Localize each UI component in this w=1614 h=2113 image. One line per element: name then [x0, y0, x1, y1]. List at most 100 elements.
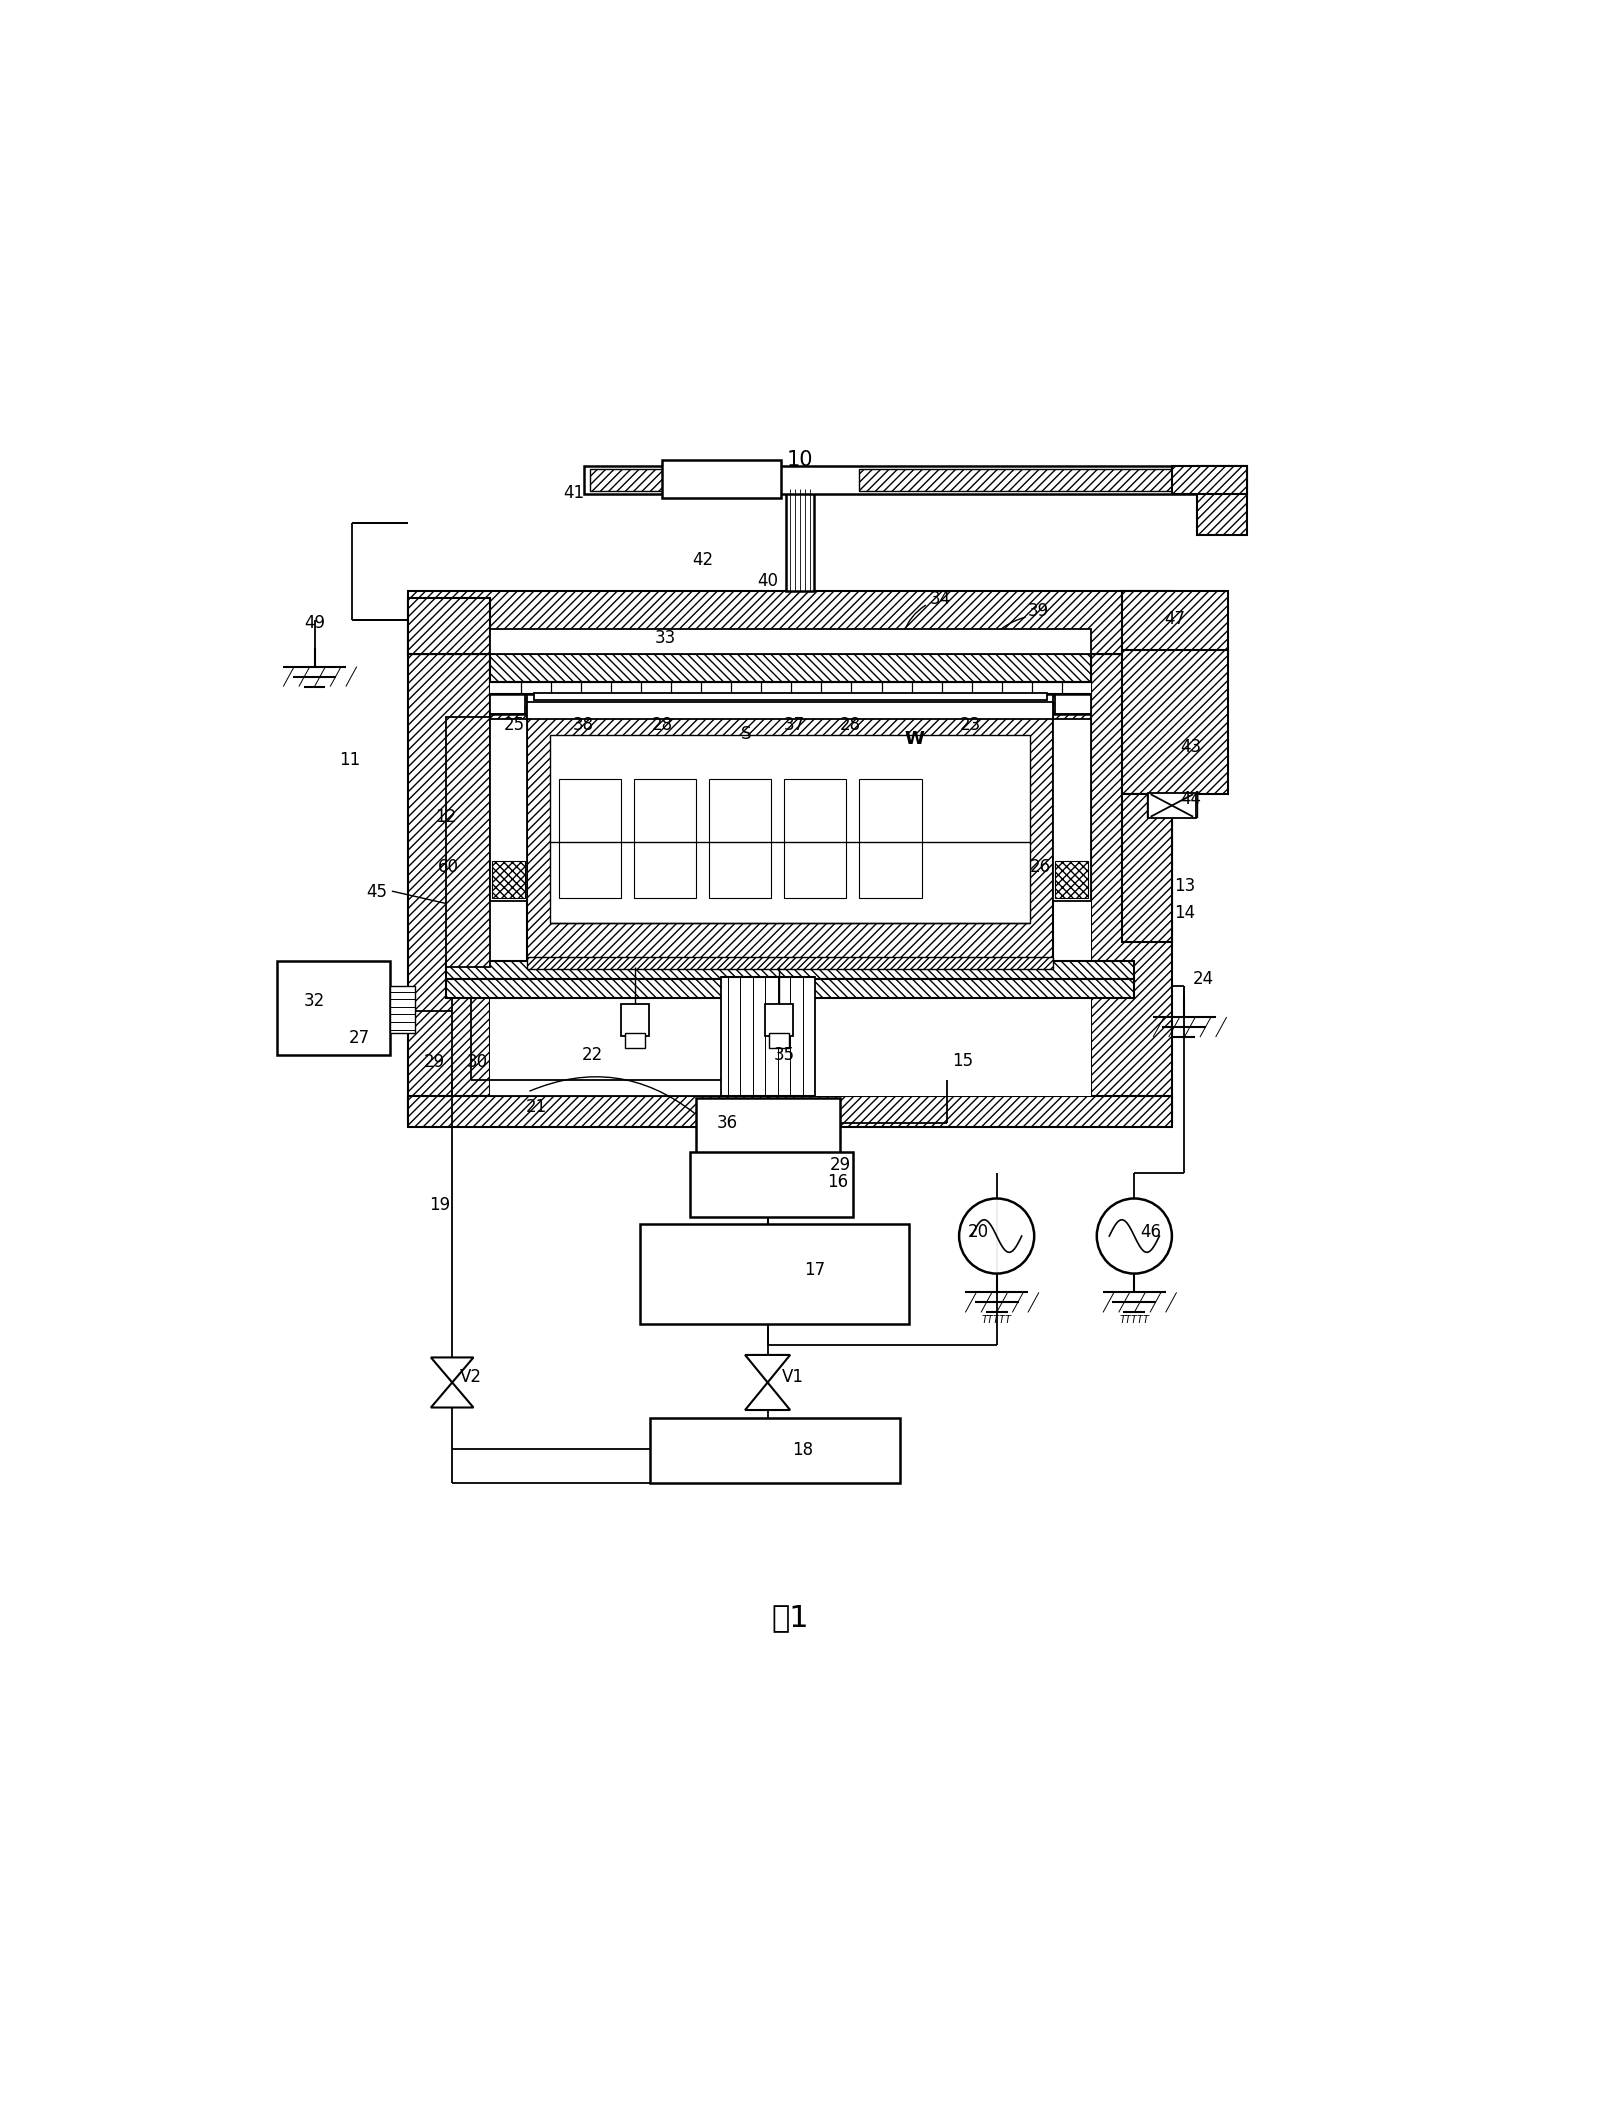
Text: 26: 26 [1030, 858, 1051, 875]
Text: 28: 28 [652, 716, 673, 735]
Text: W: W [904, 731, 923, 748]
Bar [639, 1223, 909, 1323]
Bar [589, 469, 721, 492]
Bar [1122, 794, 1172, 942]
Text: 21: 21 [525, 1099, 547, 1116]
Bar [768, 1033, 788, 1048]
Text: TTTTT: TTTTT [981, 1314, 1010, 1325]
Text: 38: 38 [573, 716, 594, 735]
Bar [489, 718, 526, 900]
Text: 28: 28 [839, 716, 860, 735]
Text: 12: 12 [436, 807, 457, 826]
Bar [1122, 592, 1227, 655]
Text: 23: 23 [959, 716, 980, 735]
Text: 45: 45 [366, 883, 387, 900]
Bar [1172, 467, 1246, 494]
Bar [1146, 794, 1196, 818]
Text: 49: 49 [303, 613, 324, 632]
Bar [786, 488, 813, 592]
Text: 11: 11 [339, 752, 360, 769]
Bar [408, 598, 489, 655]
Text: 43: 43 [1180, 737, 1201, 756]
Bar [1052, 718, 1089, 900]
Bar [492, 860, 525, 898]
Bar [721, 976, 815, 1097]
Text: 44: 44 [1180, 790, 1201, 807]
Text: 34: 34 [930, 590, 951, 609]
Text: 39: 39 [1027, 602, 1047, 621]
Text: 33: 33 [654, 630, 675, 647]
Bar [621, 1004, 649, 1035]
Text: 18: 18 [791, 1441, 813, 1460]
Text: 24: 24 [1191, 970, 1214, 989]
Text: 22: 22 [581, 1046, 602, 1063]
Bar [526, 957, 1052, 970]
Bar [859, 780, 922, 898]
Bar [489, 655, 1089, 1097]
Bar [489, 630, 1089, 655]
Text: 29: 29 [424, 1052, 445, 1071]
Text: S: S [741, 725, 751, 744]
Polygon shape [744, 1354, 789, 1382]
Text: 47: 47 [1164, 611, 1185, 628]
Text: V2: V2 [460, 1369, 481, 1386]
Bar [526, 702, 1052, 718]
Bar [526, 716, 1052, 968]
Bar [1196, 467, 1246, 535]
Bar [689, 1152, 852, 1217]
Text: 29: 29 [830, 1156, 851, 1173]
Bar [558, 780, 621, 898]
Text: 27: 27 [349, 1029, 370, 1048]
Text: TTTTT: TTTTT [1119, 1314, 1149, 1325]
Text: 36: 36 [717, 1114, 738, 1133]
Text: 40: 40 [757, 573, 778, 590]
Bar [408, 592, 1172, 655]
Bar [709, 780, 771, 898]
Text: 60: 60 [437, 858, 458, 875]
Bar [859, 469, 1196, 492]
Text: 10: 10 [786, 450, 813, 469]
Bar [696, 1099, 839, 1154]
Bar [1052, 693, 1089, 898]
Text: 37: 37 [783, 716, 804, 735]
Bar [662, 461, 781, 497]
Polygon shape [744, 1382, 789, 1409]
Text: 30: 30 [466, 1052, 487, 1071]
Text: 20: 20 [967, 1223, 988, 1240]
Polygon shape [431, 1382, 473, 1407]
Bar [408, 1097, 1172, 1126]
Bar [489, 693, 526, 898]
Text: 42: 42 [691, 551, 713, 568]
Bar [445, 980, 1133, 997]
Bar [389, 985, 415, 1033]
Bar [625, 1033, 644, 1048]
Text: 32: 32 [303, 991, 324, 1010]
Bar [1056, 860, 1088, 898]
Bar [533, 693, 1046, 699]
Text: 17: 17 [804, 1261, 825, 1278]
Text: V1: V1 [781, 1369, 804, 1386]
Bar [445, 961, 1133, 980]
Bar [278, 961, 389, 1054]
Text: 14: 14 [1173, 904, 1194, 921]
Text: 16: 16 [826, 1173, 847, 1192]
Text: 15: 15 [952, 1052, 973, 1069]
Bar [445, 716, 489, 968]
Bar [633, 780, 696, 898]
Text: 13: 13 [1173, 877, 1194, 894]
Bar [783, 780, 846, 898]
Text: 图1: 图1 [771, 1604, 809, 1631]
Bar [1148, 792, 1194, 818]
Text: 19: 19 [429, 1196, 450, 1213]
Bar [549, 735, 1030, 923]
Polygon shape [431, 1357, 473, 1382]
Bar [1056, 693, 1089, 714]
Bar [489, 693, 525, 714]
Bar [408, 655, 489, 1124]
Text: 25: 25 [504, 716, 525, 735]
Bar [765, 1004, 792, 1035]
Bar [649, 1418, 899, 1483]
Bar [583, 467, 1209, 494]
Bar [1089, 655, 1172, 1124]
Bar [489, 655, 1089, 682]
